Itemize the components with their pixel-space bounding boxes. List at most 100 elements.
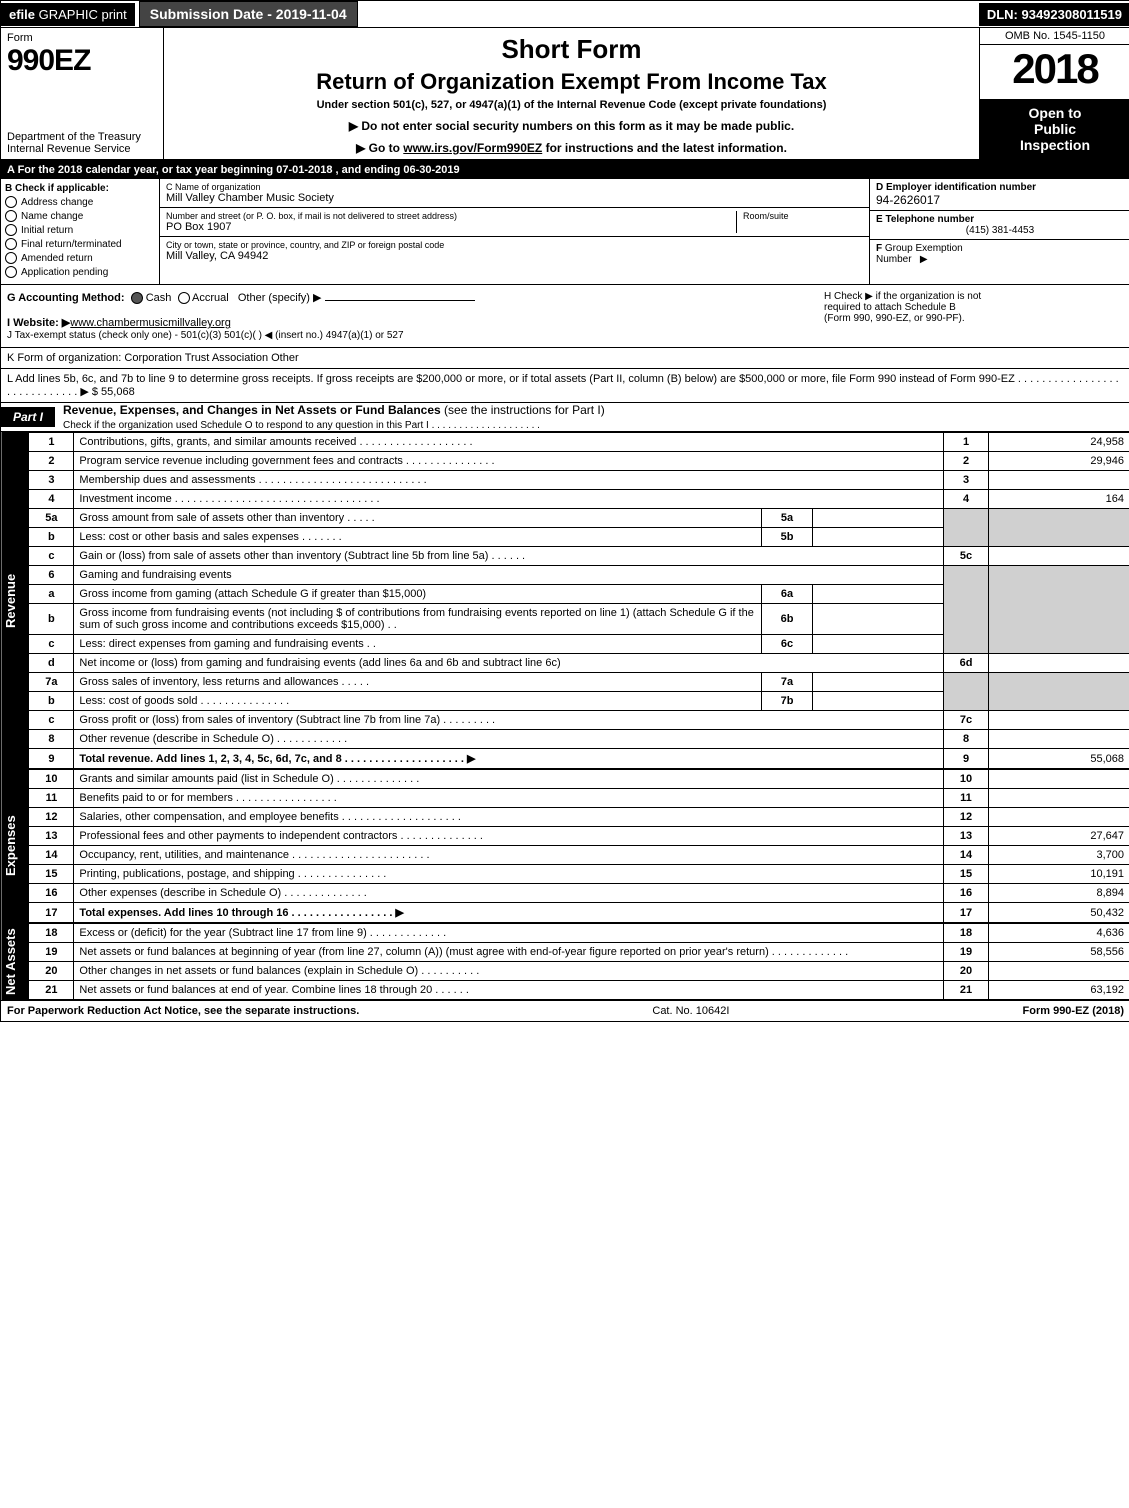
line-num: 8 — [29, 730, 74, 749]
line-amt — [989, 654, 1129, 673]
under-section: Under section 501(c), 527, or 4947(a)(1)… — [172, 99, 971, 111]
section-b: B Check if applicable: Address change Na… — [1, 179, 160, 284]
g-other: Other (specify) ▶ — [238, 292, 322, 304]
chk-address-change[interactable]: Address change — [5, 196, 155, 208]
line-amt — [989, 730, 1129, 749]
sub-val — [813, 509, 944, 528]
chk-label: Application pending — [21, 267, 108, 278]
phone-value: (415) 381-4453 — [876, 225, 1124, 236]
info-grid: B Check if applicable: Address change Na… — [1, 179, 1129, 285]
g-accrual: Accrual — [192, 292, 229, 304]
line-box: 5c — [944, 547, 989, 566]
line-num: 1 — [29, 433, 74, 452]
line-amt: 24,958 — [989, 433, 1129, 452]
line-num: d — [29, 654, 74, 673]
line-desc: Investment income . . . . . . . . . . . … — [74, 490, 944, 509]
line-num: b — [29, 528, 74, 547]
open-line3: Inspection — [984, 137, 1126, 153]
form-header: Form 990EZ Department of the Treasury In… — [1, 28, 1129, 161]
line-desc: Contributions, gifts, grants, and simila… — [74, 433, 944, 452]
sub-num: 5a — [762, 509, 813, 528]
line-19: 19Net assets or fund balances at beginni… — [29, 943, 1129, 962]
revenue-side-label: Revenue — [1, 432, 28, 769]
line-desc: Gross amount from sale of assets other t… — [74, 509, 762, 528]
line-box: 6d — [944, 654, 989, 673]
checkbox-icon — [5, 238, 17, 250]
line-desc: Professional fees and other payments to … — [74, 827, 944, 846]
line-amt — [989, 808, 1129, 827]
address-value: PO Box 1907 — [166, 221, 736, 233]
section-c: C Name of organization Mill Valley Chamb… — [160, 179, 870, 284]
line-num: 13 — [29, 827, 74, 846]
line-box: 17 — [944, 903, 989, 923]
chk-amended-return[interactable]: Amended return — [5, 252, 155, 264]
chk-application-pending[interactable]: Application pending — [5, 266, 155, 278]
line-num: 20 — [29, 962, 74, 981]
goto-post: for instructions and the latest informat… — [542, 141, 787, 155]
short-form-title: Short Form — [172, 34, 971, 65]
org-name-label: C Name of organization — [166, 182, 334, 192]
part1-title: Revenue, Expenses, and Changes in Net As… — [63, 403, 441, 417]
form-number: 990EZ — [7, 44, 157, 78]
line-num: 14 — [29, 846, 74, 865]
h-line3: (Form 990, 990-EZ, or 990-PF). — [824, 313, 1124, 324]
footer-center: Cat. No. 10642I — [652, 1005, 729, 1017]
line-11: 11Benefits paid to or for members . . . … — [29, 789, 1129, 808]
room-suite-label: Room/suite — [743, 211, 863, 221]
goto-link[interactable]: www.irs.gov/Form990EZ — [403, 141, 542, 155]
line-desc: Occupancy, rent, utilities, and maintena… — [74, 846, 944, 865]
line-box: 10 — [944, 770, 989, 789]
org-name: Mill Valley Chamber Music Society — [166, 192, 334, 204]
line-desc: Less: cost of goods sold . . . . . . . .… — [74, 692, 762, 711]
chk-label: Final return/terminated — [21, 239, 122, 250]
line-box: 16 — [944, 884, 989, 903]
line-desc: Total revenue. Add lines 1, 2, 3, 4, 5c,… — [74, 749, 944, 769]
shade-box — [944, 673, 989, 711]
line-4: 4Investment income . . . . . . . . . . .… — [29, 490, 1129, 509]
footer-right: Form 990-EZ (2018) — [1023, 1005, 1124, 1017]
room-suite: Room/suite — [736, 211, 863, 233]
radio-accrual-icon[interactable] — [178, 292, 190, 304]
line-amt: 29,946 — [989, 452, 1129, 471]
line-desc: Less: direct expenses from gaming and fu… — [74, 635, 762, 654]
line-num: c — [29, 711, 74, 730]
line-desc: Benefits paid to or for members . . . . … — [74, 789, 944, 808]
chk-final-return[interactable]: Final return/terminated — [5, 238, 155, 250]
shade-amt — [989, 673, 1129, 711]
period-begin: 07-01-2018 — [276, 164, 332, 176]
line-desc: Printing, publications, postage, and shi… — [74, 865, 944, 884]
checkbox-icon — [5, 210, 17, 222]
line-desc: Program service revenue including govern… — [74, 452, 944, 471]
netassets-table: 18Excess or (deficit) for the year (Subt… — [28, 923, 1129, 1000]
website-value[interactable]: www.chambermusicmillvalley.org — [70, 317, 231, 329]
form-label: Form — [7, 32, 157, 44]
revenue-table: 1Contributions, gifts, grants, and simil… — [28, 432, 1129, 769]
line-amt: 50,432 — [989, 903, 1129, 923]
line-desc: Gross sales of inventory, less returns a… — [74, 673, 762, 692]
sub-val — [813, 673, 944, 692]
chk-initial-return[interactable]: Initial return — [5, 224, 155, 236]
checkbox-icon — [5, 224, 17, 236]
line-amt — [989, 711, 1129, 730]
line-box: 13 — [944, 827, 989, 846]
line-num: 2 — [29, 452, 74, 471]
line-box: 9 — [944, 749, 989, 769]
radio-cash-icon[interactable] — [131, 292, 143, 304]
page-footer: For Paperwork Reduction Act Notice, see … — [1, 1000, 1129, 1021]
sub-val — [813, 635, 944, 654]
efile-badge: efile GRAPHIC print — [1, 3, 135, 26]
line-desc: Net assets or fund balances at beginning… — [74, 943, 944, 962]
chk-name-change[interactable]: Name change — [5, 210, 155, 222]
line-16: 16Other expenses (describe in Schedule O… — [29, 884, 1129, 903]
line-amt: 8,894 — [989, 884, 1129, 903]
line-13: 13Professional fees and other payments t… — [29, 827, 1129, 846]
line-num: 18 — [29, 924, 74, 943]
sub-num: 7a — [762, 673, 813, 692]
line-box: 18 — [944, 924, 989, 943]
checkbox-icon — [5, 196, 17, 208]
g-cash: Cash — [146, 292, 172, 304]
line-num: 7a — [29, 673, 74, 692]
line-num: 16 — [29, 884, 74, 903]
line-amt — [989, 471, 1129, 490]
omb-number: OMB No. 1545-1150 — [980, 28, 1129, 45]
